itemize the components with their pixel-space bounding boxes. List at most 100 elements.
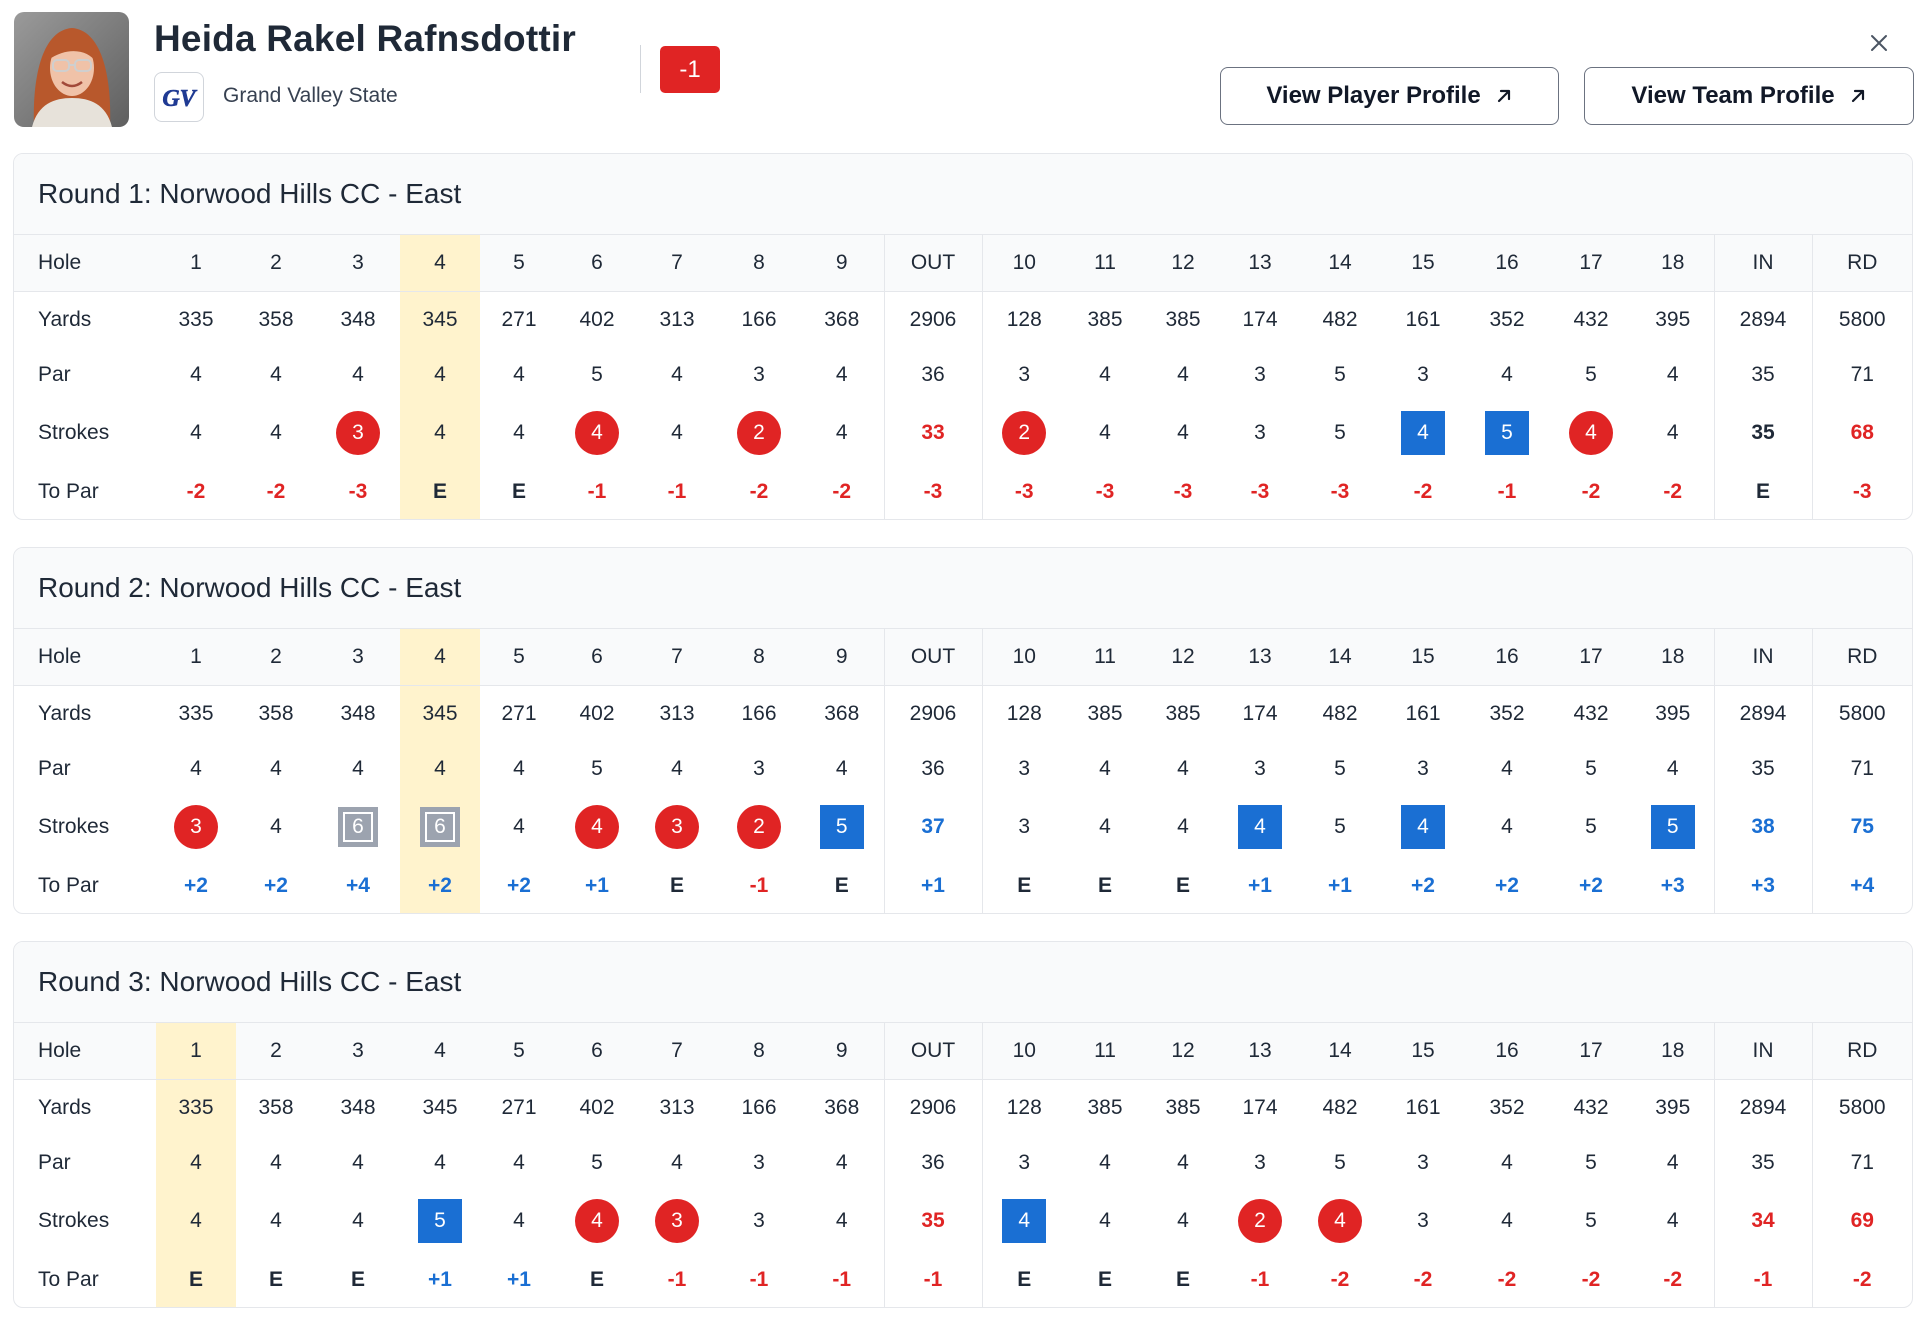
to-par-cell: -1 — [667, 1267, 687, 1291]
yards-cell: 358 — [258, 307, 294, 331]
par-cell: 4 — [800, 1135, 885, 1190]
to-par-cell: -2 — [1632, 1252, 1715, 1307]
hole-cell: 12 — [1144, 1023, 1222, 1080]
to-par-cell: -2 — [800, 464, 885, 519]
to-par-cell: E — [1017, 873, 1032, 897]
par-cell: 36 — [884, 1135, 983, 1190]
strokes-cell: 4 — [1632, 1190, 1715, 1252]
par-cell: 71 — [1850, 756, 1874, 780]
yards-cell: 358 — [258, 701, 294, 725]
to-par-cell: +2 — [184, 873, 208, 897]
row-label: Hole — [14, 629, 156, 686]
par-cell: 4 — [1099, 1150, 1111, 1174]
row-label: Par — [38, 1150, 71, 1174]
yards-cell: 432 — [1573, 701, 1609, 725]
yards-cell: 5800 — [1838, 307, 1886, 331]
yards-cell: 348 — [340, 1095, 376, 1119]
strokes-cell: 4 — [270, 815, 282, 838]
strokes-cell: 4 — [558, 402, 636, 464]
yards-cell: 385 — [1165, 701, 1201, 725]
yards-cell: 482 — [1322, 1095, 1358, 1119]
strokes-cell: 4 — [156, 1190, 236, 1252]
strokes-cell: 6 — [316, 796, 400, 858]
close-button[interactable] — [1862, 26, 1896, 60]
hole-cell: IN — [1714, 1023, 1813, 1080]
hole-cell: 8 — [718, 1023, 800, 1080]
par-cell: 5 — [1334, 1150, 1346, 1174]
row-hole: Hole 1 2 3 4 5 6 7 8 9 OUT 10 11 12 13 14 15 16 17 18 IN RD — [14, 629, 1912, 686]
birdie-marker: 2 — [1238, 1199, 1282, 1243]
hole-cell: 15 — [1382, 629, 1464, 686]
view-team-profile-button[interactable]: View Team Profile — [1584, 67, 1914, 125]
par-cell: 3 — [1254, 756, 1266, 780]
strokes-cell: 4 — [513, 1209, 525, 1232]
to-par-cell: -1 — [884, 1252, 983, 1307]
par-cell: 4 — [270, 756, 282, 780]
strokes-cell: 2 — [718, 796, 800, 858]
par-cell: 71 — [1850, 1150, 1874, 1174]
yards-cell: 128 — [1006, 307, 1042, 331]
hole-cell: 7 — [636, 1023, 718, 1080]
yards-cell: 352 — [1489, 1095, 1525, 1119]
par-cell: 35 — [1714, 1135, 1813, 1190]
player-name: Heida Rakel Rafnsdottir — [154, 18, 576, 59]
hole-cell: 13 — [1222, 235, 1298, 292]
hole-cell: OUT — [884, 629, 983, 686]
par-cell: 3 — [1018, 1150, 1031, 1174]
to-par-cell: -1 — [749, 873, 769, 897]
strokes-cell: 3 — [636, 1190, 718, 1252]
strokes-cell: 4 — [1222, 796, 1298, 858]
round-3-card: Round 3: Norwood Hills CC - East Hole 1 2 3 4… — [13, 941, 1913, 1308]
yards-cell: 335 — [178, 701, 214, 725]
par-cell: 4 — [1501, 1150, 1513, 1174]
view-player-profile-button[interactable]: View Player Profile — [1220, 67, 1559, 125]
strokes-cell: 5 — [1585, 815, 1597, 838]
hole-cell: IN — [1714, 629, 1813, 686]
strokes-cell: 5 — [400, 1190, 480, 1252]
hole-cell: 5 — [480, 1023, 558, 1080]
par-cell: 35 — [1714, 741, 1813, 796]
to-par-cell: -2 — [1413, 1267, 1433, 1291]
yards-cell: 174 — [1242, 1095, 1278, 1119]
par-cell: 4 — [400, 741, 480, 796]
par-cell: 4 — [671, 1150, 683, 1174]
par-cell: 5 — [591, 756, 603, 780]
par-cell: 5 — [1585, 1150, 1597, 1174]
to-par-cell: E — [589, 1267, 604, 1291]
hole-cell: 3 — [316, 629, 400, 686]
hole-cell: OUT — [884, 235, 983, 292]
par-cell: 4 — [1501, 756, 1513, 780]
yards-cell: 385 — [1165, 1095, 1201, 1119]
to-par-cell: +4 — [1850, 873, 1875, 897]
row-label: Yards — [38, 1095, 92, 1119]
row-yards: Yards 335 358 348 345 271 402 313 166 368 2906 128 3… — [14, 291, 1912, 347]
hole-cell: 11 — [1066, 235, 1144, 292]
yards-cell: 166 — [741, 1095, 777, 1119]
yards-cell: 432 — [1573, 1095, 1609, 1119]
yards-cell: 368 — [800, 1079, 885, 1135]
strokes-cell: 4 — [558, 1190, 636, 1252]
scorecard-table: Hole 1 2 3 4 5 6 7 8 9 OUT 10 11 12 13 14 15 16 17 18 IN RD Ya… — [14, 1023, 1912, 1307]
hole-cell: 5 — [480, 235, 558, 292]
strokes-cell: 3 — [1417, 1209, 1429, 1232]
strokes-cell: 6 — [400, 796, 480, 858]
bogey-marker: 5 — [819, 805, 864, 849]
yards-cell: 335 — [156, 1079, 236, 1135]
to-par-cell: -2 — [1632, 464, 1715, 519]
strokes-cell: 4 — [1382, 402, 1464, 464]
strokes-cell: 3 — [636, 796, 718, 858]
yards-cell: 352 — [1489, 701, 1525, 725]
strokes-cell: 4 — [558, 796, 636, 858]
to-par-cell: -2 — [1581, 479, 1601, 503]
scorecard-table: Hole 1 2 3 4 5 6 7 8 9 OUT 10 11 12 13 14 15 16 17 18 IN RD Ya… — [14, 235, 1912, 519]
yards-cell: 345 — [400, 685, 480, 741]
yards-cell: 271 — [501, 1095, 537, 1119]
par-cell: 3 — [1018, 756, 1031, 780]
arrow-up-right-icon — [1497, 89, 1510, 103]
row-to-par: To Par +2 +2 +4 +2 +2 +1 E -1 E +1 E E E +1 +1 +2 +2 +2 +3 +… — [14, 858, 1912, 913]
strokes-cell: 4 — [270, 421, 282, 444]
row-label: Hole — [14, 235, 156, 292]
hole-cell: 3 — [316, 235, 400, 292]
strokes-cell: 5 — [800, 796, 885, 858]
yards-cell: 271 — [501, 701, 537, 725]
